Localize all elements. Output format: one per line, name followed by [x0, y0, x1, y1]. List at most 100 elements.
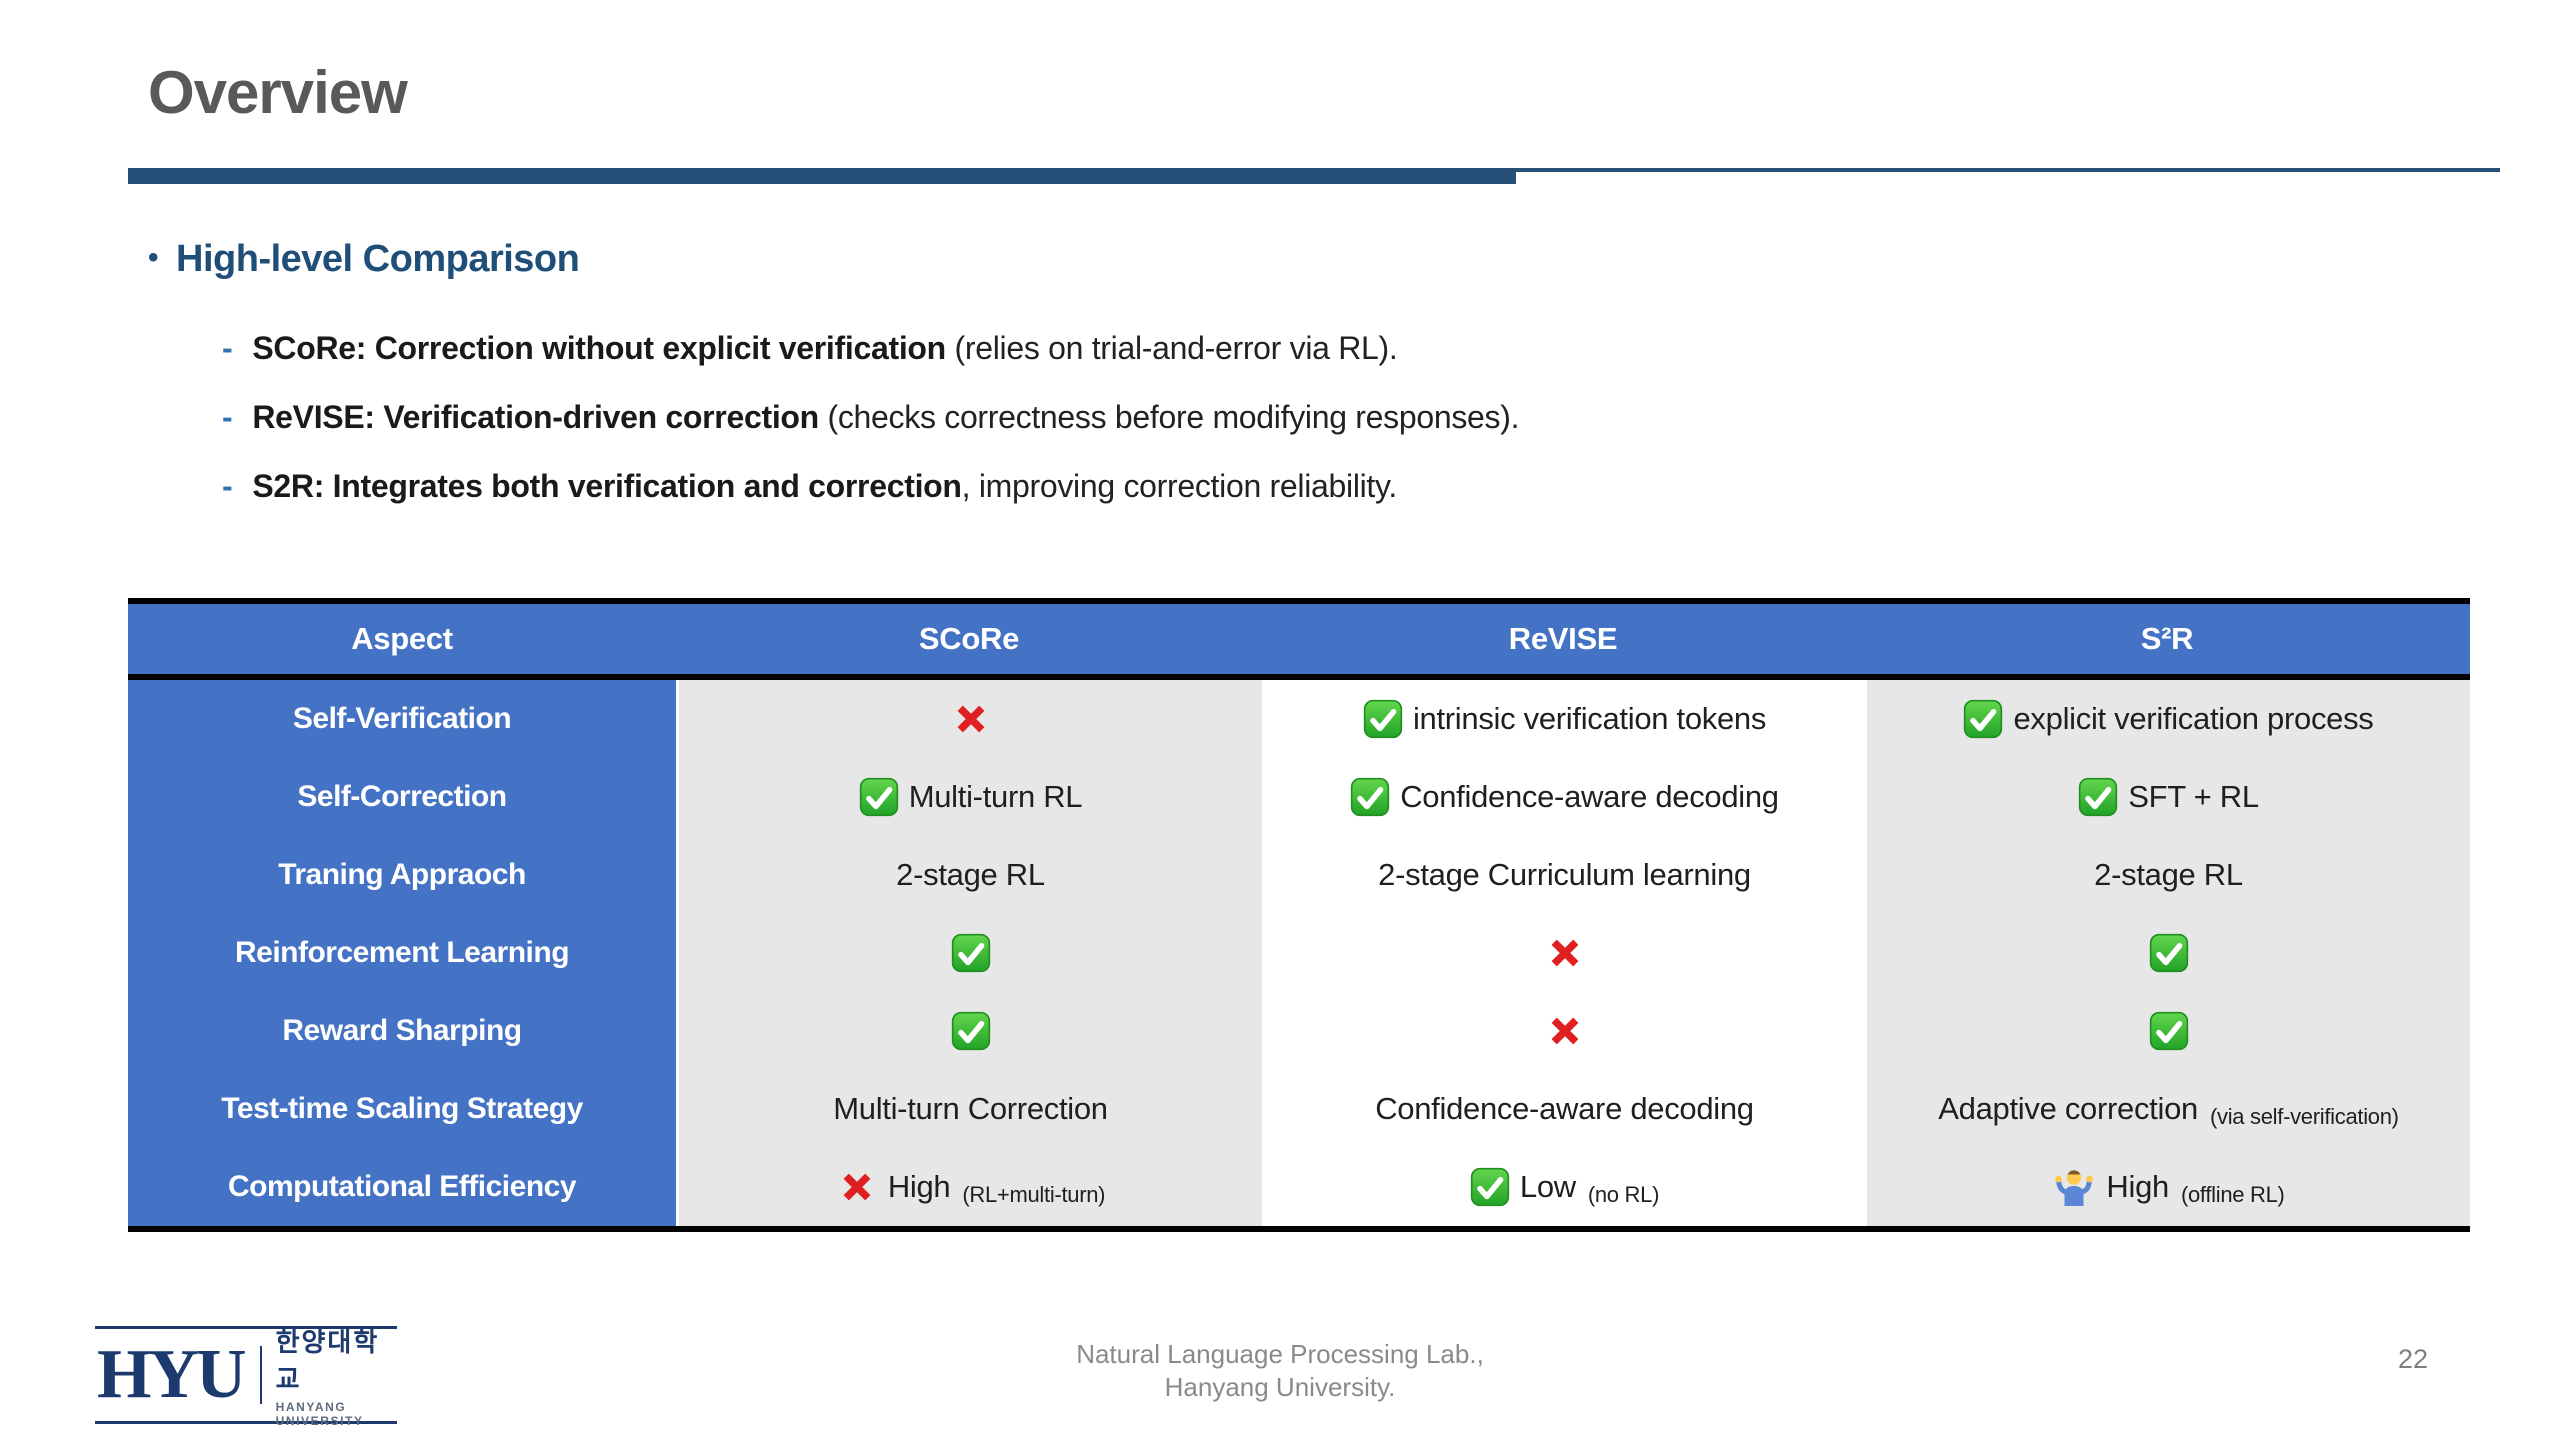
table-row: Self-Verification intrinsic verification… [128, 680, 2470, 758]
table-row: Traning Appraoch 2-stage RL 2-stage Curr… [128, 836, 2470, 914]
cross-icon [950, 698, 992, 740]
dash-icon: - [222, 330, 233, 366]
check-icon [951, 933, 991, 973]
list-item: - ReVISE: Verification-driven correction… [222, 383, 2322, 452]
table-cell: 2-stage RL [1864, 836, 2470, 914]
table-cell: explicit verification process [1864, 680, 2470, 758]
table-row: Test-time Scaling Strategy Multi-turn Co… [128, 1070, 2470, 1148]
logo-english-name: HANYANG UNIVERSITY [275, 1400, 364, 1428]
table-cell [676, 680, 1262, 758]
table-cell: 2-stage Curriculum learning [1262, 836, 1864, 914]
table-cell: Confidence-aware decoding [1262, 758, 1864, 836]
cell-sub: (via self-verification) [2209, 1104, 2399, 1129]
list-item: - S2R: Integrates both verification and … [222, 452, 2322, 521]
check-icon [2149, 1011, 2189, 1051]
bullet-list: - SCoRe: Correction without explicit ver… [222, 314, 2322, 521]
logo-korean-name: 한양대학교 [275, 1327, 380, 1394]
cell-text: explicit verification process [2013, 701, 2374, 736]
column-header-s2r: S²R [2140, 621, 2194, 656]
cross-icon [1544, 932, 1586, 974]
list-item-text: ReVISE: Verification-driven correction (… [252, 399, 1520, 435]
column-header-revise: ReVISE [1508, 621, 1618, 656]
page-number: 22 [2398, 1344, 2429, 1374]
footer-credit: Natural Language Processing Lab., Hanyan… [1076, 1338, 1484, 1404]
logo-names: 한양대학교 HANYANG UNIVERSITY [259, 1327, 397, 1428]
table-row: Computational Efficiency High (RL+multi-… [128, 1148, 2470, 1226]
column-header-aspect: Aspect [351, 621, 453, 656]
cell-text: High [887, 1169, 951, 1204]
check-icon [951, 1011, 991, 1051]
dash-icon: - [222, 468, 233, 504]
check-icon [859, 777, 899, 817]
row-label: Self-Correction [128, 758, 676, 836]
cross-icon [836, 1166, 878, 1208]
column-header-score: SCoRe [918, 621, 1020, 656]
cell-text: Multi-turn RL [908, 779, 1083, 814]
row-label: Self-Verification [128, 680, 676, 758]
table-cell [1864, 914, 2470, 992]
table-row: Self-Correction Multi-turn RL Confidence… [128, 758, 2470, 836]
table-row: Reward Sharping [128, 992, 2470, 1070]
table-header-row: Aspect SCoRe ReVISE S²R [128, 604, 2470, 680]
row-label: Reinforcement Learning [128, 914, 676, 992]
comparison-table-body: Self-Verification intrinsic verification… [128, 680, 2470, 1226]
table-cell: High (RL+multi-turn) [676, 1148, 1262, 1226]
cell-sub: (offline RL) [2180, 1182, 2285, 1207]
table-row: Reinforcement Learning [128, 914, 2470, 992]
university-logo: HYU 한양대학교 HANYANG UNIVERSITY [95, 1326, 397, 1428]
cell-sub: (no RL) [1587, 1182, 1660, 1207]
table-cell [1262, 992, 1864, 1070]
shrug-icon [2052, 1167, 2096, 1207]
cell-text: Adaptive correction [1938, 1091, 2198, 1126]
table-cell: 2-stage RL [676, 836, 1262, 914]
logo-acronym: HYU [97, 1336, 247, 1413]
cell-text: 2-stage RL [896, 857, 1045, 892]
table-cell [1262, 914, 1864, 992]
row-label: Test-time Scaling Strategy [128, 1070, 676, 1148]
table-cell: Multi-turn Correction [676, 1070, 1262, 1148]
check-icon [2078, 777, 2118, 817]
cell-text: High [2106, 1169, 2169, 1204]
cell-text: Confidence-aware decoding [1375, 1091, 1754, 1126]
table-cell: Multi-turn RL [676, 758, 1262, 836]
list-item-text: S2R: Integrates both verification and co… [252, 468, 1397, 504]
cell-text: 2-stage RL [2094, 857, 2243, 892]
bullet-icon: • [148, 240, 159, 274]
table-cell [676, 992, 1262, 1070]
check-icon [1470, 1167, 1510, 1207]
page-title: Overview [148, 59, 408, 126]
cell-sub: (RL+multi-turn) [962, 1182, 1106, 1207]
table-cell: High (offline RL) [1864, 1148, 2470, 1226]
dash-icon: - [222, 399, 233, 435]
table-cell: Adaptive correction (via self-verificati… [1864, 1070, 2470, 1148]
table-cell: intrinsic verification tokens [1262, 680, 1864, 758]
check-icon [1963, 699, 2003, 739]
check-icon [1363, 699, 1403, 739]
cell-text: intrinsic verification tokens [1412, 701, 1767, 736]
footer-credit-line1: Natural Language Processing Lab., [1076, 1339, 1484, 1369]
section-heading-label: High-level Comparison [176, 238, 580, 280]
table-cell [676, 914, 1262, 992]
cross-icon [1544, 1010, 1586, 1052]
check-icon [2149, 933, 2189, 973]
row-label: Computational Efficiency [128, 1148, 676, 1226]
list-item-text: SCoRe: Correction without explicit verif… [252, 330, 1398, 366]
footer-credit-line2: Hanyang University. [1164, 1372, 1396, 1402]
list-item: - SCoRe: Correction without explicit ver… [222, 314, 2322, 383]
cell-text: Confidence-aware decoding [1400, 779, 1779, 814]
table-cell: Low (no RL) [1262, 1148, 1864, 1226]
title-underline-thick [128, 168, 1516, 184]
check-icon [1350, 777, 1390, 817]
cell-text: Low [1519, 1169, 1576, 1204]
title-underline [128, 168, 2500, 184]
row-label: Reward Sharping [128, 992, 676, 1070]
section-heading: • High-level Comparison [148, 238, 580, 281]
row-label: Traning Appraoch [128, 836, 676, 914]
table-cell: Confidence-aware decoding [1262, 1070, 1864, 1148]
table-cell [1864, 992, 2470, 1070]
cell-text: 2-stage Curriculum learning [1378, 857, 1751, 892]
comparison-table: Aspect SCoRe ReVISE S²R Self-Verificatio… [128, 598, 2470, 1232]
cell-text: SFT + RL [2128, 779, 2259, 814]
table-cell: SFT + RL [1864, 758, 2470, 836]
